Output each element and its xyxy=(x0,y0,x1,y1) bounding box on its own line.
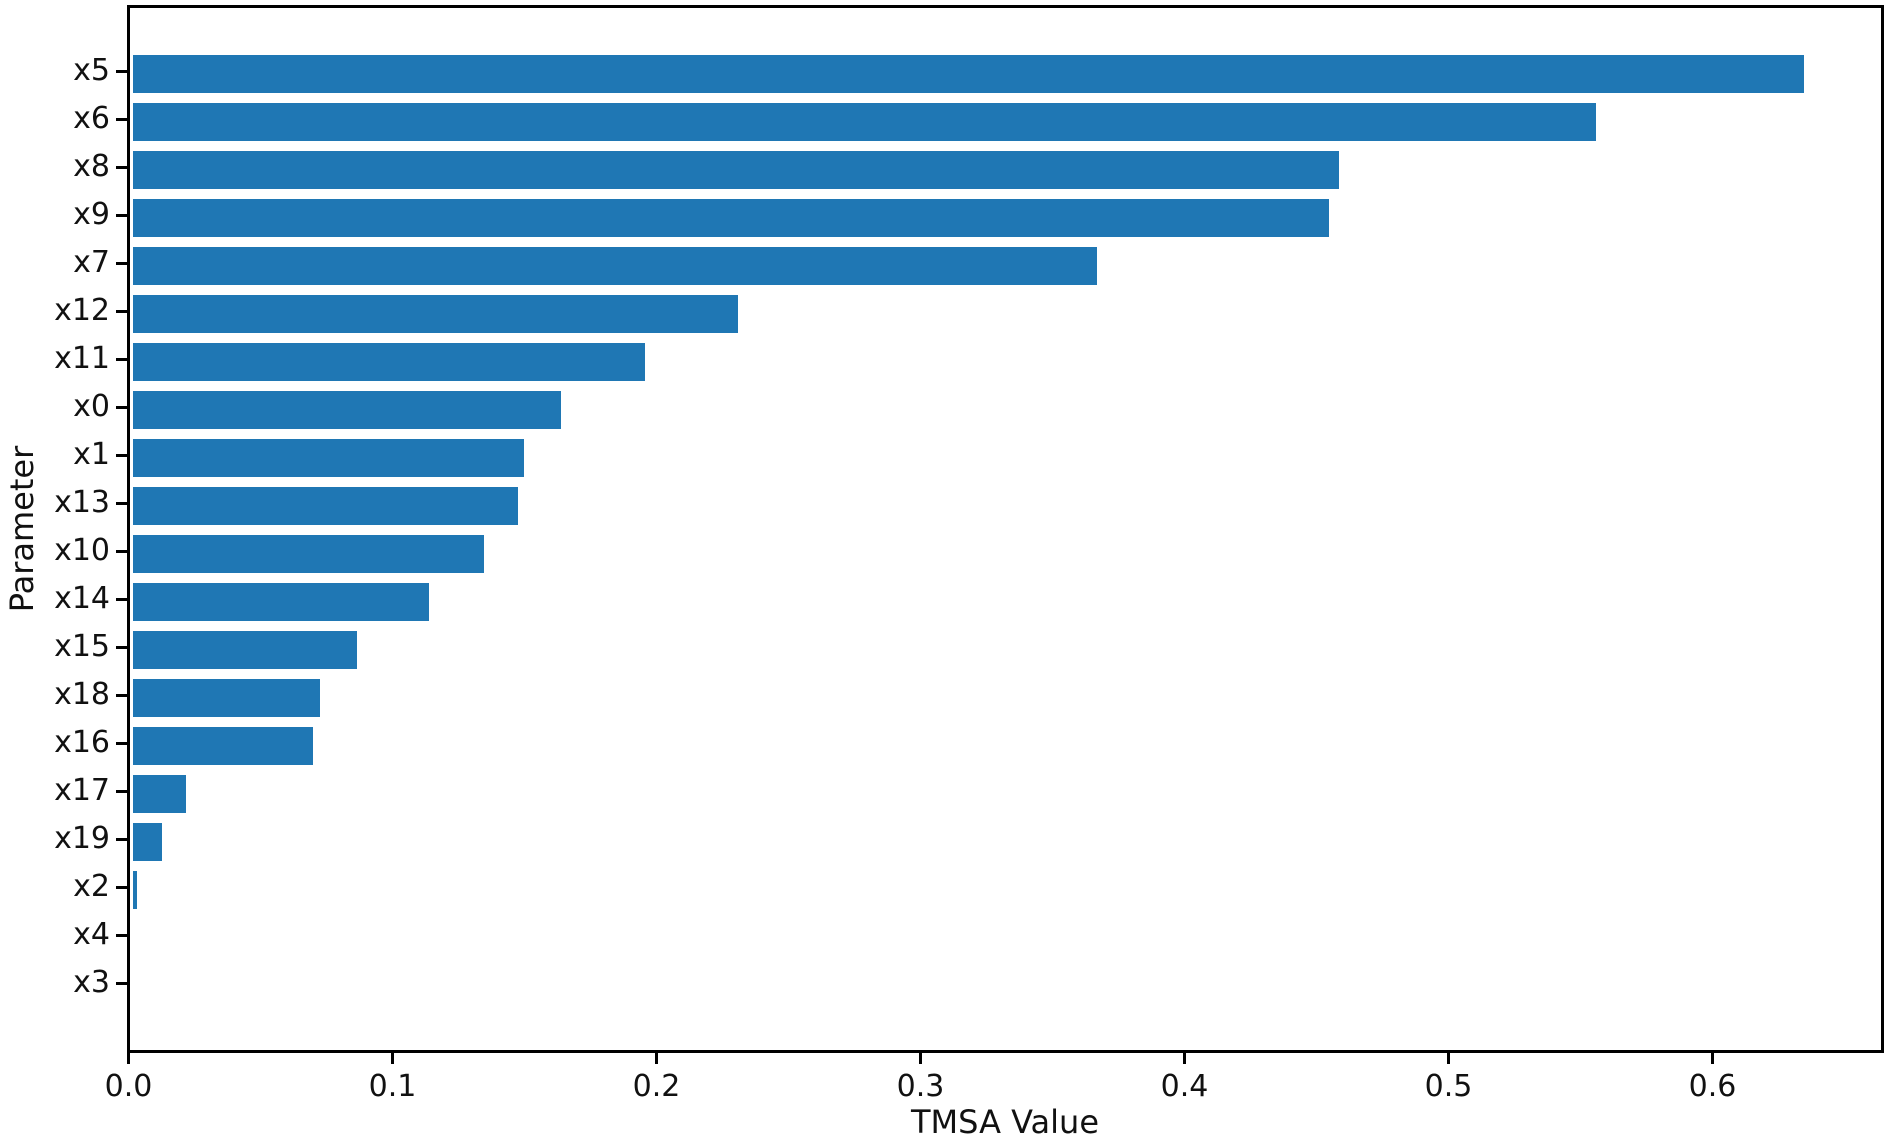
y-tick-label: x16 xyxy=(54,725,110,760)
x-tick-mark xyxy=(1711,1053,1714,1064)
y-tick-label: x8 xyxy=(73,149,110,184)
x-tick-label: 0.0 xyxy=(104,1069,153,1104)
y-tick-label: x12 xyxy=(54,293,110,328)
bar-x15 xyxy=(133,631,358,669)
y-tick-mark xyxy=(116,933,127,937)
y-tick-label: x5 xyxy=(73,53,110,88)
y-tick-label: x17 xyxy=(54,773,110,808)
x-tick-label: 0.3 xyxy=(896,1069,945,1104)
x-tick-mark xyxy=(919,1053,922,1064)
y-tick-label: x19 xyxy=(54,821,110,856)
y-tick-mark xyxy=(116,693,127,697)
x-tick-mark xyxy=(655,1053,658,1064)
x-tick-label: 0.4 xyxy=(1160,1069,1209,1104)
x-tick-label: 0.6 xyxy=(1688,1069,1737,1104)
x-tick-mark xyxy=(127,1053,130,1064)
y-tick-mark xyxy=(116,309,127,313)
y-tick-label: x15 xyxy=(54,629,110,664)
y-tick-mark xyxy=(116,261,127,265)
y-tick-label: x13 xyxy=(54,485,110,520)
y-tick-mark xyxy=(116,645,127,649)
bar-x0 xyxy=(133,391,561,429)
x-tick-label: 0.5 xyxy=(1424,1069,1473,1104)
bar-x2 xyxy=(133,871,137,909)
y-tick-mark xyxy=(116,453,127,457)
y-tick-label: x6 xyxy=(73,101,110,136)
x-tick-mark xyxy=(391,1053,394,1064)
y-tick-label: x11 xyxy=(54,341,110,376)
y-tick-mark xyxy=(116,405,127,409)
bar-x11 xyxy=(133,343,646,381)
y-tick-label: x0 xyxy=(73,389,110,424)
bar-x19 xyxy=(133,823,163,861)
bar-x5 xyxy=(133,55,1805,93)
y-tick-mark xyxy=(116,597,127,601)
y-tick-mark xyxy=(116,981,127,985)
y-tick-mark xyxy=(116,357,127,361)
plot-area xyxy=(127,5,1884,1053)
y-tick-mark xyxy=(116,549,127,553)
y-tick-mark xyxy=(116,165,127,169)
bar-x12 xyxy=(133,295,738,333)
y-tick-label: x9 xyxy=(73,197,110,232)
y-tick-mark xyxy=(116,213,127,217)
bar-x18 xyxy=(133,679,321,717)
y-tick-mark xyxy=(116,741,127,745)
y-tick-mark xyxy=(116,69,127,73)
y-tick-label: x18 xyxy=(54,677,110,712)
y-tick-mark xyxy=(116,837,127,841)
y-tick-label: x7 xyxy=(73,245,110,280)
bar-x7 xyxy=(133,247,1097,285)
x-tick-mark xyxy=(1183,1053,1186,1064)
bar-x17 xyxy=(133,775,186,813)
x-tick-mark xyxy=(1447,1053,1450,1064)
bar-x8 xyxy=(133,151,1340,189)
bar-x13 xyxy=(133,487,519,525)
y-tick-label: x4 xyxy=(73,917,110,952)
x-axis-label: TMSA Value xyxy=(911,1103,1099,1141)
y-axis-label: Parameter xyxy=(3,445,41,613)
y-tick-label: x10 xyxy=(54,533,110,568)
y-tick-mark xyxy=(116,885,127,889)
y-tick-label: x1 xyxy=(73,437,110,472)
y-tick-mark xyxy=(116,789,127,793)
bar-x14 xyxy=(133,583,429,621)
bar-x6 xyxy=(133,103,1596,141)
bar-x9 xyxy=(133,199,1329,237)
y-tick-mark xyxy=(116,501,127,505)
bar-x16 xyxy=(133,727,313,765)
bars-container xyxy=(133,11,1884,1053)
bar-x10 xyxy=(133,535,485,573)
y-tick-label: x3 xyxy=(73,965,110,1000)
y-tick-mark xyxy=(116,117,127,121)
y-tick-label: x2 xyxy=(73,869,110,904)
bar-x1 xyxy=(133,439,524,477)
x-tick-label: 0.1 xyxy=(368,1069,417,1104)
x-tick-label: 0.2 xyxy=(632,1069,681,1104)
y-tick-label: x14 xyxy=(54,581,110,616)
